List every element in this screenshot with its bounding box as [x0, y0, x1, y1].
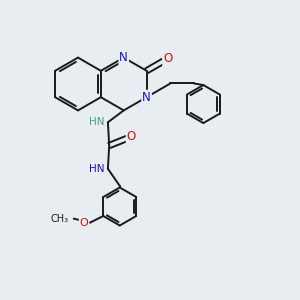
Text: N: N: [142, 91, 151, 104]
Text: N: N: [119, 51, 128, 64]
Text: HN: HN: [89, 117, 104, 127]
Text: CH₃: CH₃: [50, 214, 68, 224]
Text: O: O: [163, 52, 172, 65]
Text: O: O: [80, 218, 88, 228]
Text: HN: HN: [89, 164, 104, 174]
Text: O: O: [127, 130, 136, 143]
